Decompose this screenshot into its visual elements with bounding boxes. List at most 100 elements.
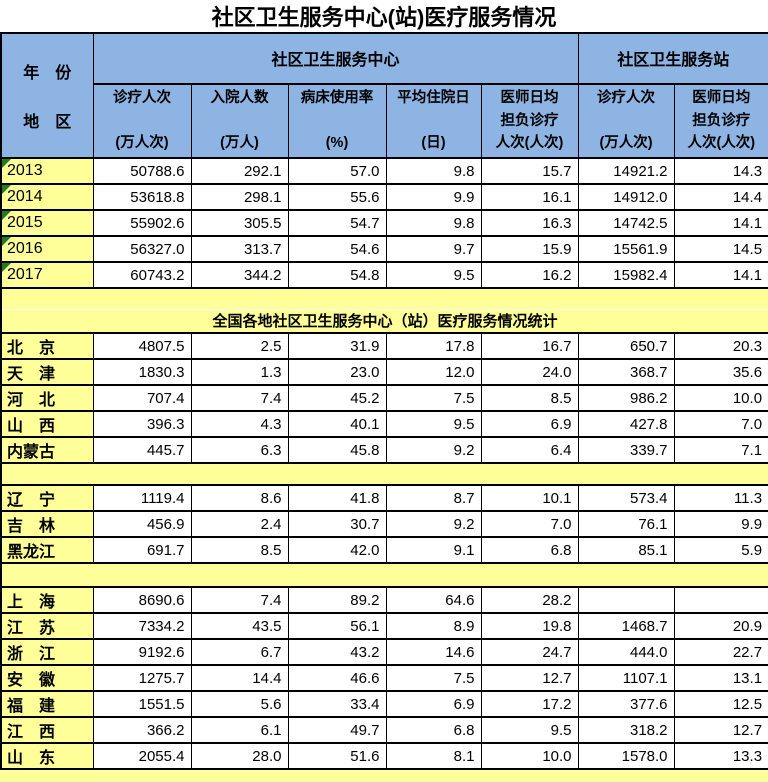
value-cell[interactable]: 7.0: [673, 410, 768, 438]
value-cell[interactable]: 8.1: [385, 742, 482, 770]
value-cell[interactable]: 54.7: [287, 209, 387, 237]
value-cell[interactable]: 11.3: [673, 484, 768, 512]
value-cell[interactable]: 318.2: [577, 716, 675, 744]
value-cell[interactable]: 31.9: [287, 332, 387, 360]
value-cell[interactable]: 33.4: [287, 690, 387, 718]
value-cell[interactable]: 8.7: [385, 484, 482, 512]
value-cell[interactable]: 5.6: [190, 690, 289, 718]
column-header-cell[interactable]: 医师日均 担负诊疗 人次(人次): [673, 82, 768, 160]
value-cell[interactable]: 6.8: [480, 536, 579, 564]
value-cell[interactable]: 7.4: [190, 384, 289, 412]
province-name-cell[interactable]: 河 北: [0, 384, 94, 412]
value-cell[interactable]: 444.0: [577, 638, 675, 666]
value-cell[interactable]: 9.8: [385, 209, 482, 237]
value-cell[interactable]: 6.7: [190, 638, 289, 666]
value-cell[interactable]: 573.4: [577, 484, 675, 512]
value-cell[interactable]: 30.7: [287, 510, 387, 538]
value-cell[interactable]: [577, 586, 675, 614]
value-cell[interactable]: 10.1: [480, 484, 579, 512]
value-cell[interactable]: 305.5: [190, 209, 289, 237]
value-cell[interactable]: 17.8: [385, 332, 482, 360]
value-cell[interactable]: 53618.8: [92, 183, 192, 211]
column-header-cell[interactable]: 病床使用率 (%): [287, 82, 387, 160]
value-cell[interactable]: 56.1: [287, 612, 387, 640]
value-cell[interactable]: 10.0: [480, 742, 579, 770]
value-cell[interactable]: 8.5: [480, 384, 579, 412]
value-cell[interactable]: 1.3: [190, 358, 289, 386]
value-cell[interactable]: 13.1: [673, 664, 768, 692]
value-cell[interactable]: 16.7: [480, 332, 579, 360]
value-cell[interactable]: 1830.3: [92, 358, 192, 386]
value-cell[interactable]: 7.1: [673, 436, 768, 464]
value-cell[interactable]: 368.7: [577, 358, 675, 386]
column-header-cell[interactable]: 诊疗人次 (万人次): [577, 82, 675, 160]
value-cell[interactable]: 7.5: [385, 384, 482, 412]
value-cell[interactable]: 14.4: [673, 183, 768, 211]
value-cell[interactable]: 14912.0: [577, 183, 675, 211]
year-cell[interactable]: 2016: [0, 235, 94, 263]
value-cell[interactable]: 6.9: [480, 410, 579, 438]
value-cell[interactable]: 14.1: [673, 209, 768, 237]
value-cell[interactable]: 9192.6: [92, 638, 192, 666]
value-cell[interactable]: 14742.5: [577, 209, 675, 237]
value-cell[interactable]: 396.3: [92, 410, 192, 438]
value-cell[interactable]: 1578.0: [577, 742, 675, 770]
group-header-center[interactable]: 社区卫生服务中心: [92, 32, 579, 85]
column-header-cell[interactable]: 平均住院日 (日): [385, 82, 482, 160]
value-cell[interactable]: 1275.7: [92, 664, 192, 692]
value-cell[interactable]: 17.2: [480, 690, 579, 718]
year-cell[interactable]: 2015: [0, 209, 94, 237]
column-header-cell[interactable]: 入院人数 (万人): [190, 82, 289, 160]
value-cell[interactable]: 9.7: [385, 235, 482, 263]
value-cell[interactable]: 1551.5: [92, 690, 192, 718]
province-name-cell[interactable]: 浙 江: [0, 638, 94, 666]
column-header-cell[interactable]: 诊疗人次 (万人次): [92, 82, 192, 160]
value-cell[interactable]: 7.0: [480, 510, 579, 538]
value-cell[interactable]: 45.8: [287, 436, 387, 464]
value-cell[interactable]: 691.7: [92, 536, 192, 564]
value-cell[interactable]: 24.0: [480, 358, 579, 386]
value-cell[interactable]: 377.6: [577, 690, 675, 718]
year-cell[interactable]: 2013: [0, 157, 94, 185]
province-name-cell[interactable]: 江 西: [0, 716, 94, 744]
value-cell[interactable]: 43.5: [190, 612, 289, 640]
province-name-cell[interactable]: 上 海: [0, 586, 94, 614]
value-cell[interactable]: 20.9: [673, 612, 768, 640]
value-cell[interactable]: 16.3: [480, 209, 579, 237]
value-cell[interactable]: 2.4: [190, 510, 289, 538]
province-name-cell[interactable]: 福 建: [0, 690, 94, 718]
value-cell[interactable]: 9.5: [480, 716, 579, 744]
province-name-cell[interactable]: 内蒙古: [0, 436, 94, 464]
value-cell[interactable]: 15.9: [480, 235, 579, 263]
value-cell[interactable]: 292.1: [190, 157, 289, 185]
value-cell[interactable]: 2.5: [190, 332, 289, 360]
value-cell[interactable]: 6.3: [190, 436, 289, 464]
value-cell[interactable]: 56327.0: [92, 235, 192, 263]
value-cell[interactable]: 9.9: [385, 183, 482, 211]
province-name-cell[interactable]: 黑龙江: [0, 536, 94, 564]
value-cell[interactable]: 339.7: [577, 436, 675, 464]
value-cell[interactable]: 35.6: [673, 358, 768, 386]
value-cell[interactable]: 60743.2: [92, 261, 192, 289]
province-name-cell[interactable]: 北 京: [0, 332, 94, 360]
value-cell[interactable]: 8.6: [190, 484, 289, 512]
value-cell[interactable]: 2055.4: [92, 742, 192, 770]
value-cell[interactable]: 14.4: [190, 664, 289, 692]
value-cell[interactable]: 427.8: [577, 410, 675, 438]
value-cell[interactable]: 45.2: [287, 384, 387, 412]
value-cell[interactable]: 28.2: [480, 586, 579, 614]
value-cell[interactable]: 89.2: [287, 586, 387, 614]
value-cell[interactable]: 6.4: [480, 436, 579, 464]
value-cell[interactable]: 650.7: [577, 332, 675, 360]
value-cell[interactable]: 9.8: [385, 157, 482, 185]
value-cell[interactable]: 41.8: [287, 484, 387, 512]
value-cell[interactable]: 8.5: [190, 536, 289, 564]
value-cell[interactable]: 12.5: [673, 690, 768, 718]
value-cell[interactable]: 10.0: [673, 384, 768, 412]
value-cell[interactable]: 57.0: [287, 157, 387, 185]
value-cell[interactable]: 298.1: [190, 183, 289, 211]
value-cell[interactable]: 51.6: [287, 742, 387, 770]
value-cell[interactable]: 4.3: [190, 410, 289, 438]
province-name-cell[interactable]: 安 徽: [0, 664, 94, 692]
value-cell[interactable]: 707.4: [92, 384, 192, 412]
